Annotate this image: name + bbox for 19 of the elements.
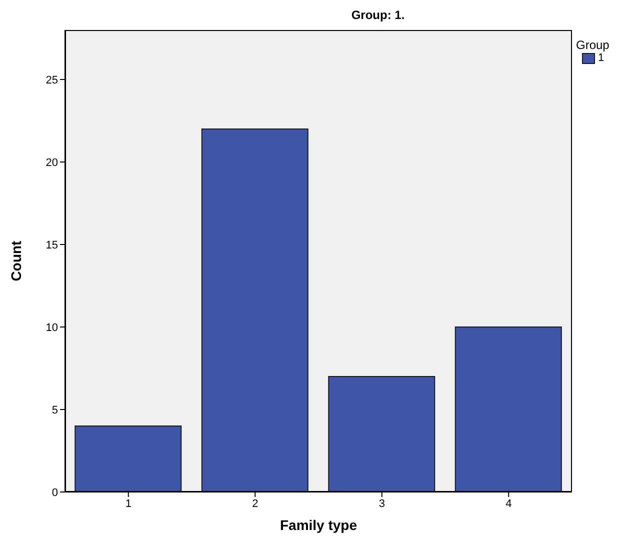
- legend-title: Group: [576, 38, 610, 52]
- legend-label: 1: [598, 52, 604, 64]
- chart-title: Group: 1.: [350, 8, 406, 22]
- x-tick-label: 3: [378, 498, 385, 510]
- x-tick-label: 1: [125, 498, 132, 510]
- y-tick-label: 15: [46, 239, 58, 252]
- y-tick-label: 10: [46, 322, 58, 334]
- bar: [201, 128, 308, 492]
- y-tick-label: 25: [46, 74, 58, 86]
- x-axis-title: Family type: [280, 517, 358, 533]
- y-tick-label: 20: [46, 156, 58, 169]
- y-tick-label: 0: [52, 486, 58, 499]
- y-axis-title: Count: [8, 240, 24, 282]
- x-tick-label: 4: [506, 498, 512, 510]
- x-tick-label: 2: [252, 498, 258, 510]
- bar: [454, 326, 562, 492]
- y-tick-label: 5: [52, 404, 58, 416]
- bar: [74, 426, 182, 492]
- bar: [328, 376, 436, 492]
